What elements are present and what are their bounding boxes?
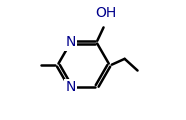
Text: N: N: [65, 35, 76, 49]
Text: OH: OH: [95, 6, 116, 20]
Text: N: N: [65, 80, 76, 94]
